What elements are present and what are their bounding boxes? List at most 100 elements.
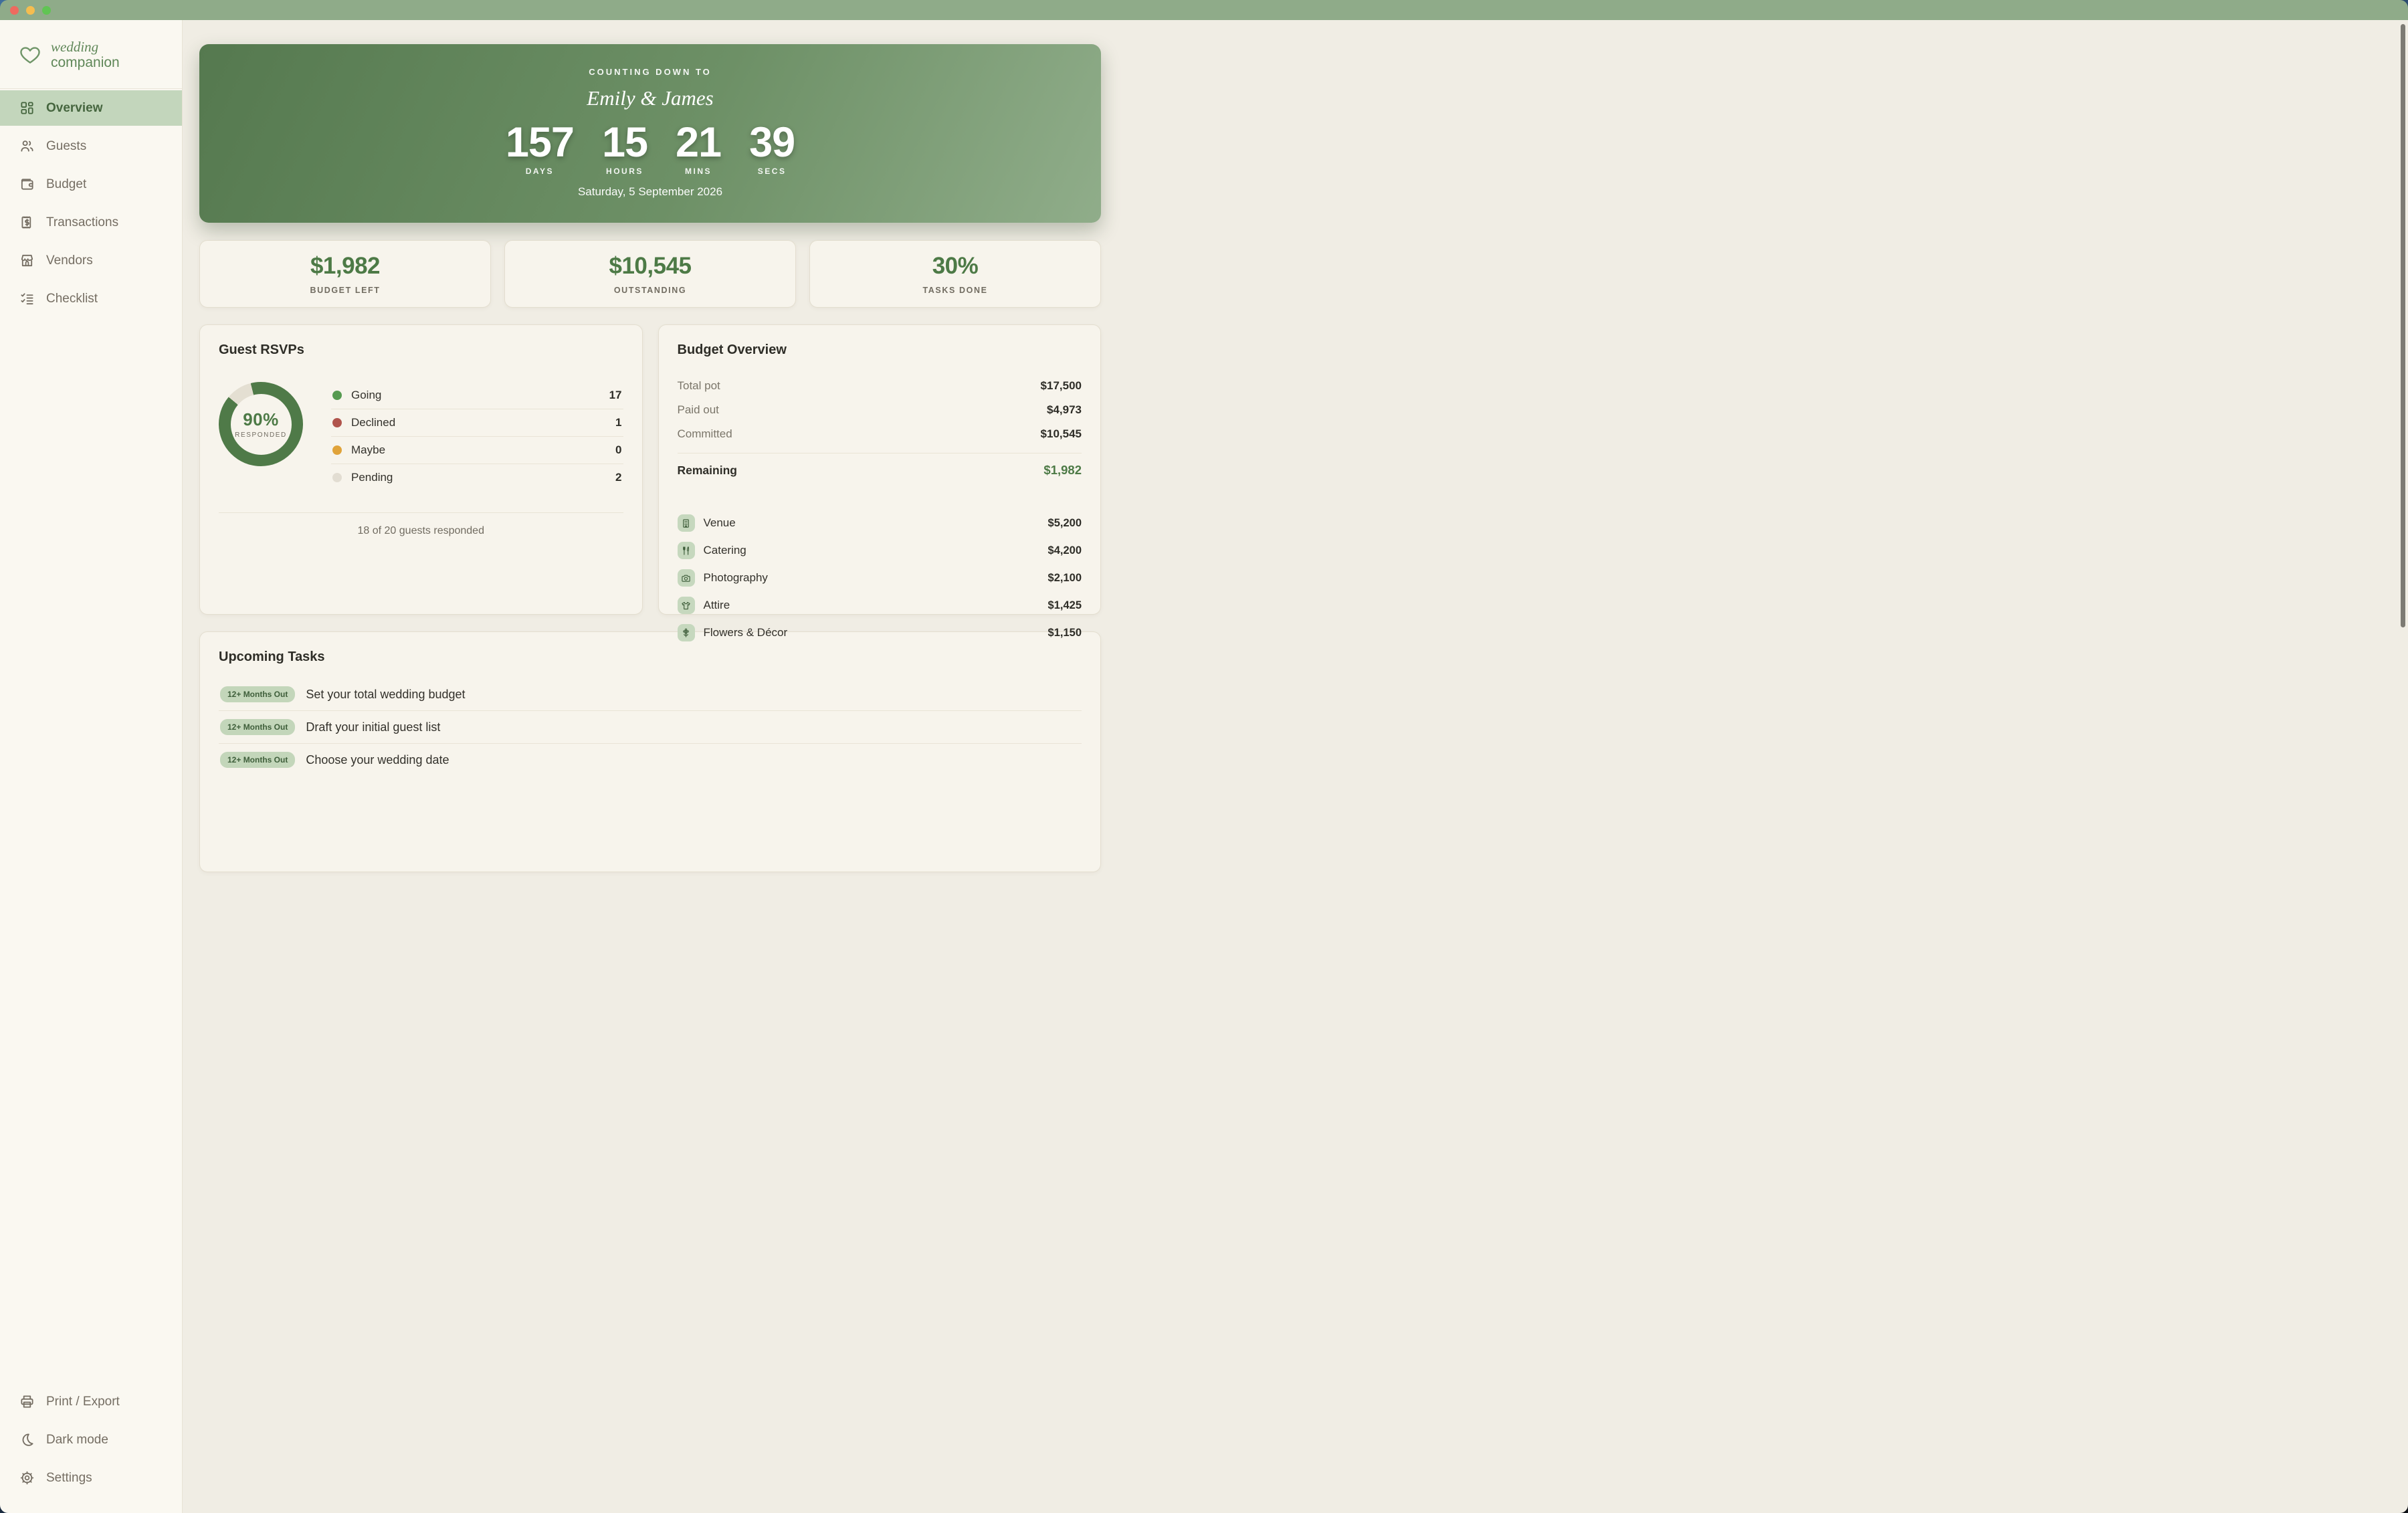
flower-icon — [683, 628, 689, 637]
banner-kicker: COUNTING DOWN TO — [589, 67, 712, 77]
budget-row-value: $4,973 — [1047, 403, 1082, 416]
sidebar-item-label: Budget — [46, 177, 87, 191]
task-row[interactable]: 12+ Months Out Set your total wedding bu… — [219, 678, 1082, 711]
budget-row-label: Paid out — [677, 403, 719, 416]
legend-label: Going — [351, 389, 382, 401]
countdown-unit: HOURS — [606, 167, 643, 176]
tasks-card-title: Upcoming Tasks — [219, 649, 325, 664]
budget-row-committed: Committed $10,545 — [678, 422, 1082, 446]
main-content: COUNTING DOWN TO Emily & James 157 DAYS … — [183, 20, 2408, 1513]
sidebar-item-label: Print / Export — [46, 1394, 120, 1409]
users-icon — [21, 140, 33, 152]
countdown-secs: 39 SECS — [749, 121, 795, 176]
stat-label: OUTSTANDING — [613, 286, 687, 295]
budget-overview-card: Budget Overview Total pot $17,500 Paid o… — [658, 324, 1101, 641]
upcoming-tasks-card: Upcoming Tasks 12+ Months Out Set your t… — [199, 631, 1101, 872]
sidebar-item-settings[interactable]: Settings — [0, 1460, 182, 1496]
legend-row-maybe: Maybe 0 — [331, 437, 623, 464]
sidebar-item-dark-mode[interactable]: Dark mode — [0, 1422, 182, 1457]
sidebar-spacer — [0, 319, 182, 1383]
category-label: Flowers & Décor — [703, 626, 788, 639]
sidebar: wedding companion Overview — [0, 20, 183, 1513]
countdown-value: 157 — [505, 119, 575, 166]
legend-label: Pending — [351, 471, 393, 484]
budget-row-value: $17,500 — [1040, 379, 1082, 392]
sidebar-item-label: Transactions — [46, 215, 119, 229]
stats-row: $1,982 BUDGET LEFT $10,545 OUTSTANDING 3… — [199, 240, 1101, 308]
minimize-window-button[interactable] — [26, 5, 35, 15]
shirt-icon — [682, 601, 690, 609]
title-bar — [0, 0, 2408, 20]
sidebar-item-checklist[interactable]: Checklist — [0, 281, 182, 316]
countdown-mins: 21 MINS — [676, 119, 722, 176]
zoom-window-button[interactable] — [42, 5, 51, 15]
budget-categories: Venue $5,200 Catering — [677, 507, 1082, 644]
countdown-value: 39 — [749, 119, 795, 166]
rsvp-card-title: Guest RSVPs — [219, 342, 304, 357]
budget-row-label: Committed — [677, 427, 732, 440]
gear-icon — [20, 1471, 34, 1485]
sidebar-item-print-export[interactable]: Print / Export — [0, 1384, 182, 1419]
category-row-attire: Attire $1,425 — [677, 594, 1082, 617]
budget-row-value: $1,982 — [1043, 463, 1082, 477]
sidebar-item-label: Overview — [46, 100, 103, 115]
sidebar-nav: Overview Guests Budget — [0, 90, 182, 319]
rsvp-donut-chart: 90% RESPONDED — [219, 382, 303, 466]
dashboard-grid-icon — [21, 102, 33, 114]
category-value: $1,150 — [1047, 626, 1082, 639]
sidebar-footer-nav: Print / Export Dark mode Settings — [0, 1384, 182, 1498]
camera-icon — [682, 575, 690, 582]
sidebar-item-budget[interactable]: Budget — [0, 167, 182, 202]
receipt-icon — [21, 216, 31, 229]
declined-dot — [332, 418, 342, 427]
countdown-unit: SECS — [757, 167, 787, 176]
legend-count: 17 — [609, 389, 622, 401]
budget-row-paid-out: Paid out $4,973 — [678, 398, 1082, 422]
wedding-date: Saturday, 5 September 2026 — [577, 185, 723, 198]
countdown-hours: 15 HOURS — [602, 121, 648, 176]
countdown-unit: DAYS — [525, 167, 554, 176]
category-row-venue: Venue $5,200 — [677, 512, 1082, 534]
utensils-icon — [683, 546, 690, 555]
category-label: Attire — [703, 599, 730, 611]
legend-label: Declined — [351, 416, 396, 429]
budget-row-label: Total pot — [677, 379, 720, 392]
legend-row-pending: Pending 2 — [331, 464, 623, 491]
sidebar-item-overview[interactable]: Overview — [0, 90, 182, 126]
task-row[interactable]: 12+ Months Out Draft your initial guest … — [219, 711, 1082, 744]
countdown: 157 DAYS 15 HOURS 21 MINS 39 — [506, 121, 795, 176]
guest-rsvps-card: Guest RSVPs 90% RESPONDED — [199, 324, 643, 615]
budget-row-remaining: Remaining $1,982 — [678, 458, 1082, 483]
countdown-banner: COUNTING DOWN TO Emily & James 157 DAYS … — [199, 44, 1101, 223]
sidebar-item-transactions[interactable]: Transactions — [0, 205, 182, 240]
wallet-icon — [21, 179, 33, 190]
stat-label: BUDGET LEFT — [310, 286, 381, 295]
category-label: Photography — [703, 571, 768, 584]
stat-value: $1,982 — [310, 253, 381, 279]
task-row[interactable]: 12+ Months Out Choose your wedding date — [219, 744, 1082, 776]
stat-card-tasks-done: 30% TASKS DONE — [809, 240, 1101, 308]
task-timeframe-badge: 12+ Months Out — [220, 686, 296, 702]
category-row-flowers: Flowers & Décor $1,150 — [677, 621, 1082, 644]
printer-icon — [21, 1395, 33, 1408]
budget-card-title: Budget Overview — [677, 342, 787, 357]
sidebar-item-guests[interactable]: Guests — [0, 128, 182, 164]
legend-row-going: Going 17 — [331, 382, 623, 409]
checklist-icon — [21, 293, 33, 305]
sidebar-item-vendors[interactable]: Vendors — [0, 243, 182, 278]
category-row-photography: Photography $2,100 — [677, 567, 1082, 589]
heart-icon — [20, 47, 40, 64]
stat-value: 30% — [932, 253, 979, 279]
vertical-scrollbar-thumb[interactable] — [2401, 24, 2405, 627]
close-window-button[interactable] — [10, 5, 19, 15]
category-row-catering: Catering $4,200 — [677, 539, 1082, 562]
budget-row-value: $10,545 — [1040, 427, 1082, 440]
countdown-value: 21 — [676, 119, 722, 166]
rsvp-footer-text: 18 of 20 guests responded — [357, 525, 484, 536]
category-value: $4,200 — [1047, 544, 1082, 557]
stat-card-outstanding: $10,545 OUTSTANDING — [504, 240, 796, 308]
legend-count: 1 — [615, 416, 622, 429]
storefront-icon — [21, 254, 33, 267]
task-timeframe-badge: 12+ Months Out — [220, 719, 296, 735]
